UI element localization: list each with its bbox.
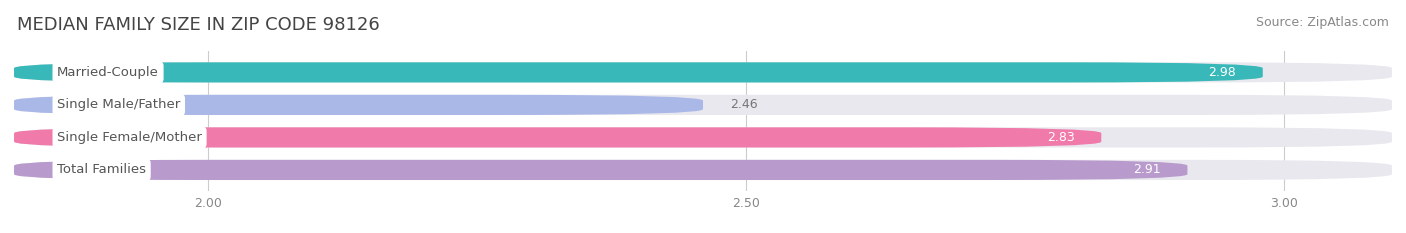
FancyBboxPatch shape <box>14 95 703 115</box>
FancyBboxPatch shape <box>14 160 1188 180</box>
FancyBboxPatch shape <box>14 127 1101 147</box>
Text: 2.83: 2.83 <box>1046 131 1074 144</box>
Text: MEDIAN FAMILY SIZE IN ZIP CODE 98126: MEDIAN FAMILY SIZE IN ZIP CODE 98126 <box>17 16 380 34</box>
Text: 2.46: 2.46 <box>730 98 758 111</box>
FancyBboxPatch shape <box>14 127 1392 147</box>
Text: Source: ZipAtlas.com: Source: ZipAtlas.com <box>1256 16 1389 29</box>
Text: Single Male/Father: Single Male/Father <box>58 98 180 111</box>
Text: Single Female/Mother: Single Female/Mother <box>58 131 202 144</box>
Text: Married-Couple: Married-Couple <box>58 66 159 79</box>
FancyBboxPatch shape <box>14 95 1392 115</box>
FancyBboxPatch shape <box>14 62 1263 82</box>
FancyBboxPatch shape <box>14 62 1392 82</box>
FancyBboxPatch shape <box>14 160 1392 180</box>
Text: 2.91: 2.91 <box>1133 163 1160 176</box>
Text: Total Families: Total Families <box>58 163 146 176</box>
Text: 2.98: 2.98 <box>1208 66 1236 79</box>
